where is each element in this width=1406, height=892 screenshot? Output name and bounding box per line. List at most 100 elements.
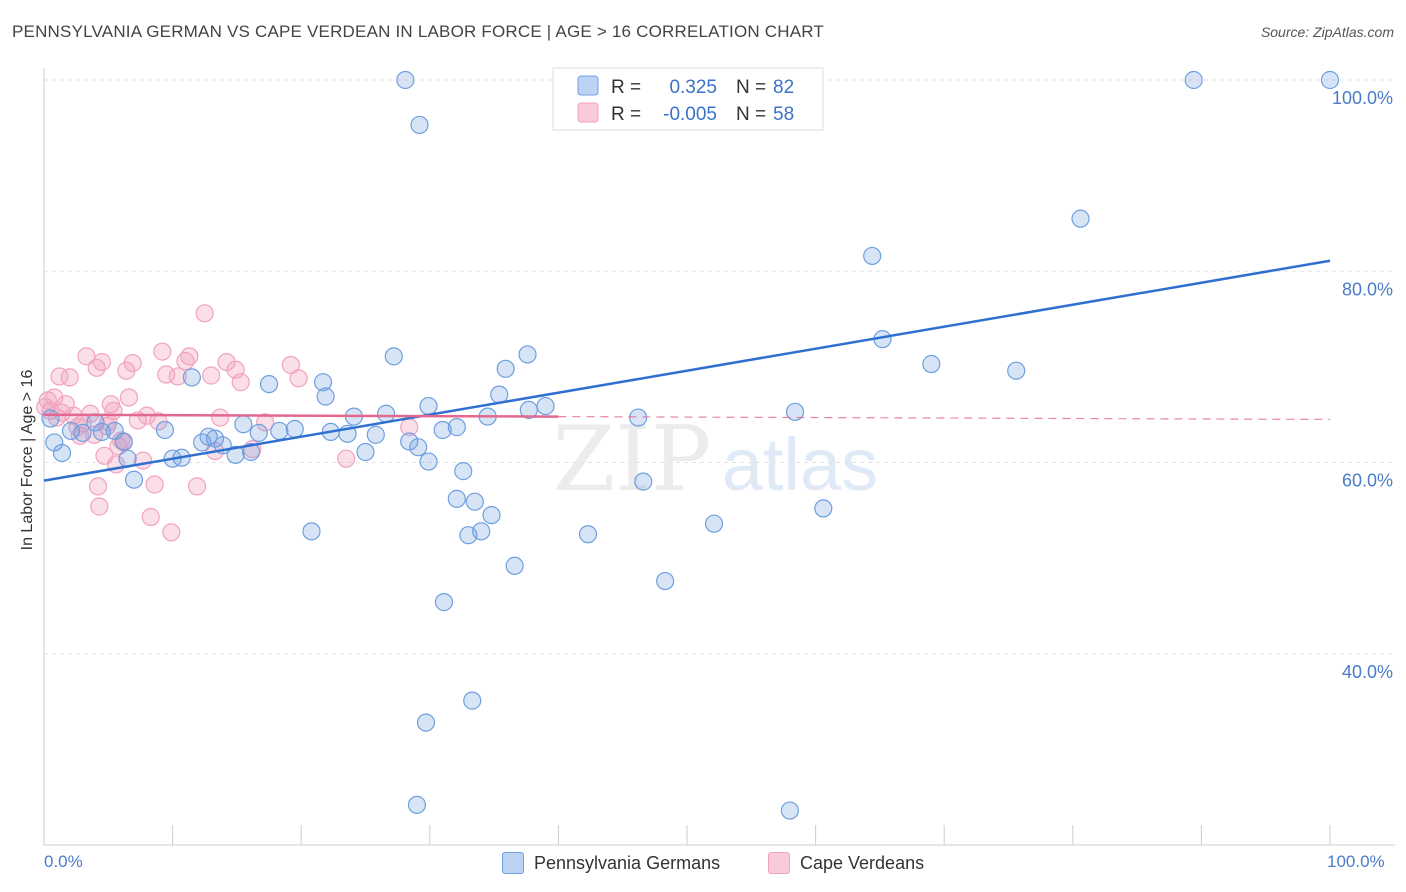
pennsylvania-german-point (259, 374, 279, 394)
y-tick-label: 60.0% (1342, 471, 1393, 491)
pennsylvania-german-point (92, 422, 111, 441)
cape-verdean-point (60, 368, 79, 387)
cape-verdean-point (133, 451, 153, 470)
legend-pink-n-value: 58 (773, 104, 794, 125)
legend-pink-n-label: N = (736, 104, 766, 125)
pennsylvania-german-point (785, 402, 805, 421)
pennsylvania-german-point (114, 432, 133, 451)
pennsylvania-german-point (155, 420, 174, 440)
cape-verdean-point (52, 403, 72, 422)
cape-verdean-point (211, 408, 230, 427)
cape-verdean-point (180, 347, 199, 366)
pennsylvania-german-point (447, 489, 466, 508)
pennsylvania-german-point (73, 423, 92, 442)
pennsylvania-german-point (356, 442, 375, 462)
bottom-legend-blue: Pennsylvania Germans (502, 852, 720, 874)
cape-verdean-point (202, 366, 221, 385)
pennsylvania-german-point (465, 492, 484, 511)
y-tick-labels: 100.0% 80.0% 60.0% 40.0% (1332, 88, 1393, 682)
pennsylvania-german-point (434, 593, 454, 612)
pennsylvania-german-point (578, 525, 598, 544)
pennsylvania-german-point (780, 801, 799, 820)
legend-blue-swatch (577, 75, 599, 96)
cape-verdean-point (119, 388, 138, 407)
cape-verdean-point (162, 523, 181, 542)
legend-box: R = 0.325 N = 82 R = -0.005 N = 58 (552, 67, 824, 131)
pennsylvania-german-point (1007, 361, 1026, 380)
pennsylvania-german-point (1071, 209, 1090, 228)
bottom-legend-pink-label: Cape Verdeans (800, 852, 925, 873)
pennsylvania-german-point (447, 418, 466, 437)
bottom-legend-pink-swatch (768, 852, 790, 874)
cape-verdean-point (88, 477, 108, 496)
pennsylvania-german-point (226, 445, 245, 464)
pennsylvania-german-point (454, 462, 473, 481)
cape-verdean-point (90, 497, 109, 516)
cape-verdean-trend-extension (558, 416, 1331, 421)
y-tick-label: 80.0% (1342, 279, 1393, 299)
legend-pink-r-label: R = (611, 104, 641, 125)
y-tick-label: 100.0% (1332, 88, 1393, 108)
cape-verdean-point (145, 475, 164, 494)
bottom-legend-blue-label: Pennsylvania Germans (534, 852, 721, 873)
cape-verdean-point (289, 369, 308, 388)
pennsylvania-german-point (463, 691, 482, 710)
pennsylvania-german-point (396, 70, 415, 90)
cape-verdean-point (92, 352, 111, 372)
pennsylvania-german-point (182, 368, 201, 387)
chart-title: PENNSYLVANIA GERMAN VS CAPE VERDEAN IN L… (12, 22, 825, 41)
pennsylvania-german-point (234, 415, 253, 434)
legend-blue-r-value: 0.325 (669, 77, 717, 98)
cape-verdean-point (153, 342, 172, 361)
pennsylvania-german-point (199, 427, 218, 446)
cape-verdean-point (187, 477, 207, 496)
pennsylvania-german-point (1184, 70, 1203, 90)
pennsylvania-german-point (302, 522, 321, 541)
cape-verdean-point (157, 365, 176, 384)
legend-blue-n-value: 82 (773, 77, 794, 98)
watermark-atlas: atlas (722, 423, 878, 506)
y-axis-label: In Labor Force | Age > 16 (19, 369, 36, 551)
pennsylvania-german-point (518, 345, 537, 364)
cape-verdean-point (281, 355, 301, 375)
pennsylvania-german-point (433, 420, 452, 440)
pennsylvania-german-point (922, 354, 941, 374)
pennsylvania-german-point (419, 452, 438, 471)
bottom-legend-blue-swatch (502, 852, 524, 874)
pennsylvania-german-point (124, 470, 144, 489)
gridlines (44, 79, 1395, 655)
pennsylvania-german-point (407, 795, 427, 814)
y-tick-label: 40.0% (1342, 662, 1393, 682)
legend-pink-swatch (577, 102, 599, 123)
pennsylvania-german-point (656, 571, 675, 591)
pennsylvania-german-point (52, 443, 72, 463)
pennsylvania-german-point (384, 347, 403, 366)
pennsylvania-german-trend (43, 259, 1331, 482)
pennsylvania-german-point (814, 499, 833, 518)
pennsylvania-german-point (704, 514, 724, 533)
pennsylvania-german-point (61, 421, 81, 441)
cape-verdean-point (231, 373, 250, 392)
pennsylvania-german-point (536, 396, 555, 416)
legend-pink-r-value: -0.005 (663, 104, 717, 125)
pennsylvania-german-point (482, 505, 501, 525)
pennsylvania-german-point (41, 409, 60, 428)
cape-verdean-trend (43, 413, 559, 418)
pennsylvania-german-point (313, 373, 333, 392)
cape-verdean-point (123, 353, 142, 373)
pennsylvania-german-point (459, 526, 478, 545)
bottom-legend-pink: Cape Verdeans (768, 852, 924, 874)
pennsylvania-german-point (416, 713, 436, 732)
cape-verdean-point (87, 358, 106, 377)
pennsylvania-german-point (505, 556, 524, 575)
pennsylvania-german-point (241, 442, 261, 462)
pennsylvania-german-point (270, 421, 289, 441)
pennsylvania-german-point (419, 396, 438, 416)
pennsylvania-german-point (316, 387, 335, 406)
pennsylvania-german-point (634, 472, 653, 491)
cape-verdean-point (256, 413, 275, 432)
pennsylvania-german-point (400, 432, 419, 451)
cape-verdean-point (141, 507, 160, 527)
x-tick-right: 100.0% (1327, 852, 1385, 871)
pennsylvania-german-point (629, 408, 648, 427)
